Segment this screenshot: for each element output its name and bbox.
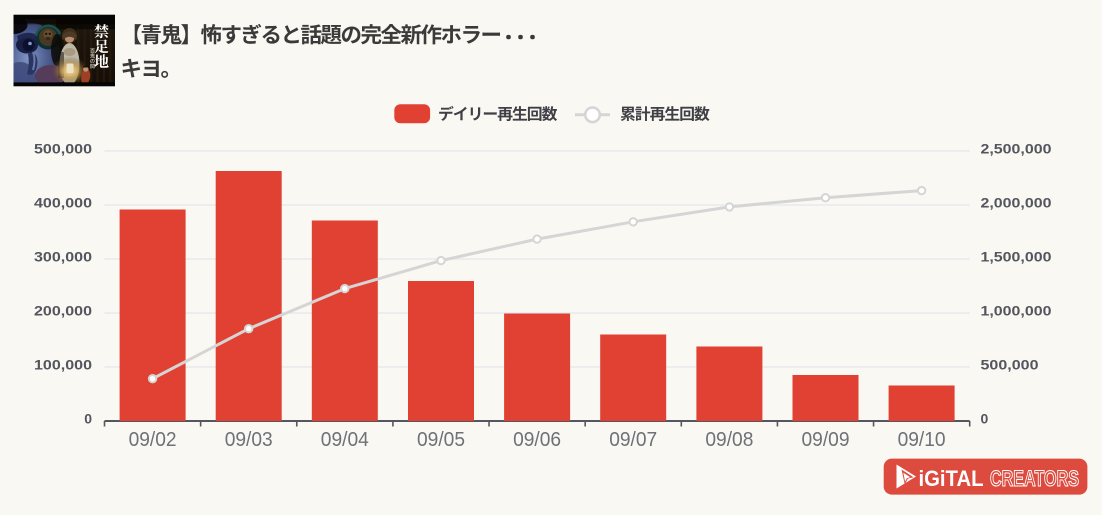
svg-text:1,000,000: 1,000,000 (981, 302, 1052, 318)
svg-text:09/06: 09/06 (513, 429, 561, 451)
svg-text:100,000: 100,000 (34, 356, 92, 372)
svg-text:09/05: 09/05 (417, 429, 465, 451)
svg-text:09/08: 09/08 (705, 429, 753, 451)
svg-text:09/03: 09/03 (225, 429, 273, 451)
svg-text:2,500,000: 2,500,000 (981, 140, 1052, 156)
svg-text:400,000: 400,000 (34, 194, 92, 210)
svg-text:09/04: 09/04 (321, 429, 369, 451)
svg-text:200,000: 200,000 (34, 302, 92, 318)
svg-text:09/09: 09/09 (802, 429, 850, 451)
svg-text:iGiTAL: iGiTAL (919, 466, 984, 491)
svg-text:300,000: 300,000 (34, 248, 92, 264)
svg-text:09/02: 09/02 (129, 429, 177, 451)
svg-text:09/07: 09/07 (609, 429, 657, 451)
svg-text:2,000,000: 2,000,000 (981, 194, 1052, 210)
svg-text:500,000: 500,000 (981, 356, 1039, 372)
svg-text:1,500,000: 1,500,000 (981, 248, 1052, 264)
svg-text:CREATORS: CREATORS (990, 466, 1079, 491)
svg-text:0: 0 (84, 410, 92, 426)
svg-text:0: 0 (981, 410, 989, 426)
svg-text:500,000: 500,000 (34, 140, 92, 156)
svg-text:09/10: 09/10 (898, 429, 946, 451)
